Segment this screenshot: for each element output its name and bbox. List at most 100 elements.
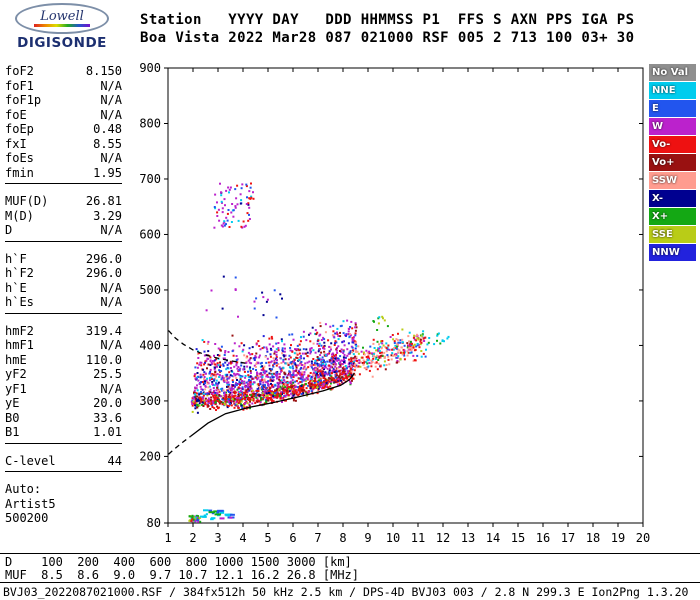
echo-point [433, 343, 436, 346]
echo-point [268, 372, 271, 375]
echo-point [302, 386, 305, 389]
echo-point [373, 347, 376, 349]
echo-point [325, 383, 328, 386]
echo-point [348, 358, 350, 361]
echo-point [276, 388, 278, 391]
echo-point [382, 344, 385, 347]
echo-point [348, 362, 351, 365]
echo-point [312, 368, 315, 371]
echo-point [335, 358, 338, 361]
x-tick-label: 14 [486, 531, 500, 545]
echo-point [277, 389, 280, 392]
param-value: 296.0 [85, 266, 122, 280]
echo-point [416, 342, 419, 345]
echo-point [257, 393, 260, 396]
echo-point [229, 395, 232, 398]
echo-point [298, 387, 301, 390]
echo-point [322, 366, 325, 369]
echo-point [232, 215, 235, 218]
echo-point [292, 399, 295, 402]
echo-point [377, 362, 380, 365]
echo-point [342, 378, 344, 380]
echo-point [325, 386, 328, 388]
echo-point [352, 357, 355, 360]
echo-point [262, 335, 265, 338]
echo-point [262, 391, 265, 394]
echo-point [196, 384, 198, 387]
echo-point [199, 392, 202, 395]
echo-point [210, 376, 213, 379]
param-hf: h`F 296.0 [5, 252, 122, 267]
echo-point [343, 354, 346, 356]
echo-point [257, 383, 260, 386]
echo-point [326, 360, 329, 363]
echo-point [312, 342, 315, 345]
echo-point [389, 336, 392, 338]
echo-point [350, 372, 353, 375]
echo-point [277, 347, 280, 350]
echo-point [211, 380, 214, 383]
echo-point [275, 348, 278, 351]
echo-point [351, 368, 354, 371]
echo-point [345, 376, 348, 379]
echo-point [380, 340, 382, 343]
echo-point [255, 356, 258, 359]
echo-point [215, 394, 218, 397]
echo-point [265, 375, 268, 378]
echo-point [289, 356, 292, 359]
echo-point [262, 314, 265, 317]
echo-point [220, 401, 223, 403]
echo-point [348, 335, 351, 338]
echo-point [235, 364, 238, 367]
echo-point [261, 398, 264, 401]
echo-point [216, 373, 219, 376]
echo-point [346, 376, 349, 379]
echo-point [203, 376, 206, 378]
echo-point [340, 350, 343, 353]
echo-point [298, 364, 301, 367]
y-tick-label: 900 [139, 61, 161, 75]
echo-point [298, 358, 301, 361]
echo-point [318, 383, 321, 386]
echo-point [352, 341, 355, 344]
echo-point [228, 402, 231, 405]
echo-point [277, 376, 280, 379]
echo-point [292, 371, 295, 374]
echo-point [308, 360, 311, 363]
echo-point [351, 337, 354, 340]
echo-point [335, 370, 338, 373]
echo-point [249, 186, 252, 189]
echo-point [249, 386, 252, 389]
echo-point [343, 358, 345, 361]
echo-point [224, 403, 226, 406]
echo-point [331, 353, 333, 356]
echo-point [229, 360, 232, 363]
echo-point [216, 392, 219, 395]
echo-point [384, 355, 386, 358]
echo-point [415, 335, 418, 338]
param-label: yF1 [5, 381, 27, 396]
echo-point [230, 386, 233, 389]
echo-point [380, 346, 383, 349]
echo-point [265, 346, 268, 349]
echo-point [372, 320, 375, 322]
echo-point [251, 395, 253, 398]
echo-point [319, 386, 321, 388]
echo-point [212, 373, 215, 376]
echo-point [211, 378, 213, 380]
echo-point [281, 352, 284, 355]
echo-point [363, 360, 366, 363]
file-info-footer: BVJ03_2022087021000.RSF / 384fx512h 50 k… [3, 585, 689, 599]
echo-point [248, 403, 251, 406]
echo-point [270, 384, 273, 387]
echo-point [425, 348, 427, 351]
echo-point [216, 201, 218, 204]
echo-point [250, 390, 253, 393]
echo-point [350, 320, 353, 323]
echo-point [245, 185, 248, 188]
echo-point [408, 331, 411, 334]
echo-point [317, 366, 319, 369]
echo-point [243, 225, 246, 228]
echo-point [213, 368, 216, 371]
echo-point [193, 396, 196, 399]
